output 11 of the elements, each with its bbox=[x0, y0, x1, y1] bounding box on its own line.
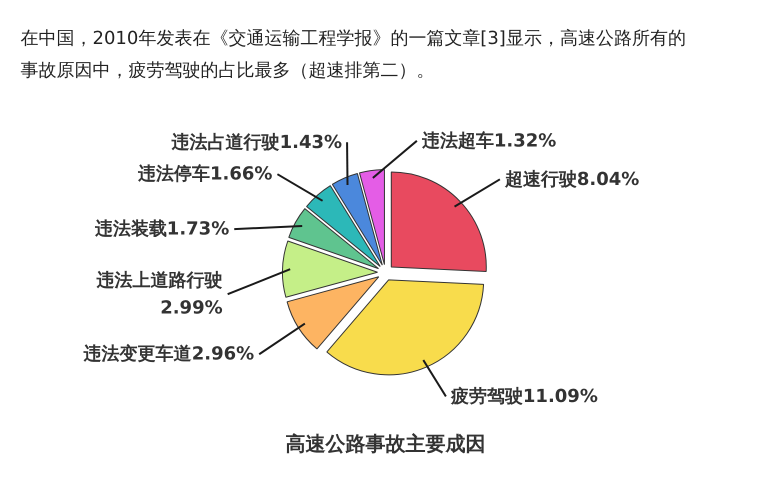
slice-label: 疲劳驾驶11.09% bbox=[450, 386, 598, 407]
slice-label: 违法变更车道2.96% bbox=[82, 344, 254, 365]
text: 在中国，2010年发表在《交通运输工程学报》的一篇文章[3]显示，高速公路所有的事故原因中，疲劳驾驶的占比最多（超速排第二）。 bbox=[20, 28, 686, 81]
slice-label: 违法占道行驶1.43% bbox=[170, 132, 342, 153]
slice-label: 超速行驶8.04% bbox=[504, 168, 640, 190]
text: 高速公路事故主要成因 bbox=[286, 432, 486, 456]
slice-label: 违法超车1.32% bbox=[420, 130, 556, 152]
slice-label: 违法上道路行驶 bbox=[96, 270, 223, 292]
slice-label: 违法停车1.66% bbox=[136, 164, 272, 185]
data-label: 2.99% bbox=[160, 297, 223, 318]
slice-label: 违法装载1.73% bbox=[94, 218, 230, 240]
